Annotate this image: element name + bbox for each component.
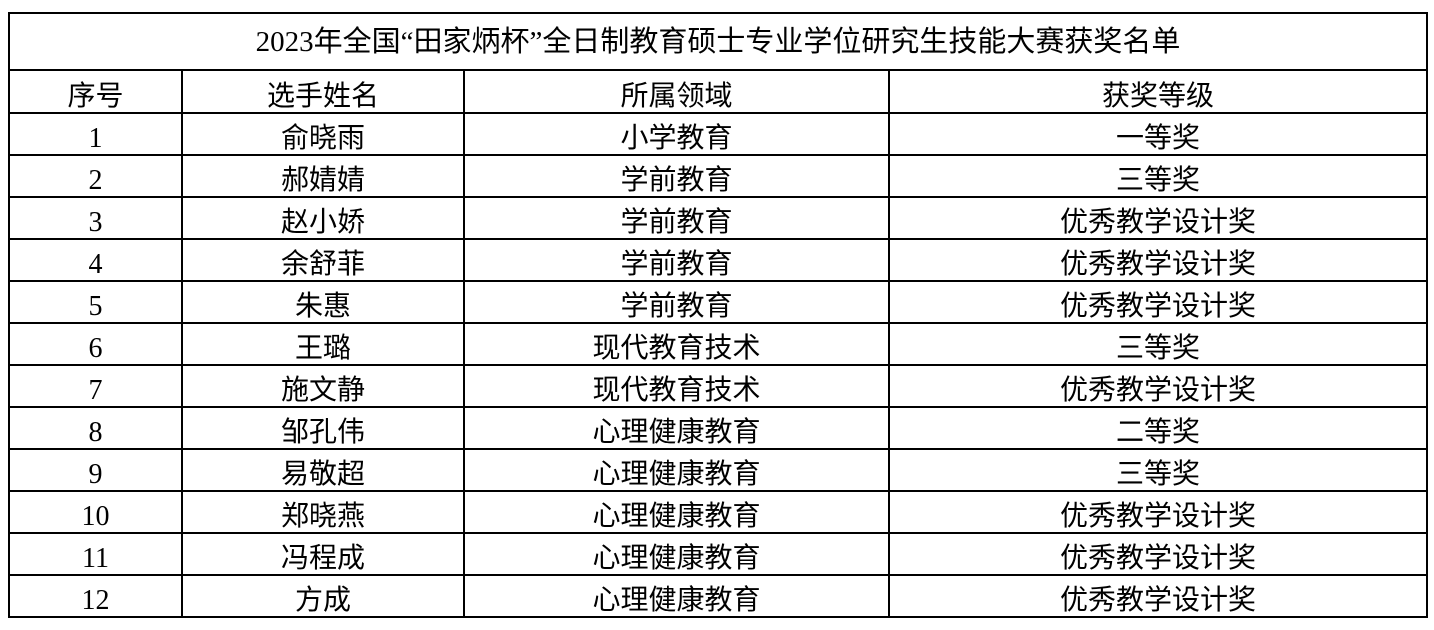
table-row: 9 易敬超 心理健康教育 三等奖 <box>8 448 1428 492</box>
cell-award: 一等奖 <box>888 112 1428 156</box>
award-list-table: 2023年全国“田家炳杯”全日制教育硕士专业学位研究生技能大赛获奖名单 序号 选… <box>8 12 1428 618</box>
cell-field: 学前教育 <box>463 238 890 282</box>
table-row: 4 余舒菲 学前教育 优秀教学设计奖 <box>8 238 1428 282</box>
table-row: 8 邹孔伟 心理健康教育 二等奖 <box>8 406 1428 450</box>
cell-index: 8 <box>8 406 183 450</box>
table-title: 2023年全国“田家炳杯”全日制教育硕士专业学位研究生技能大赛获奖名单 <box>8 12 1428 71</box>
table-row: 6 王璐 现代教育技术 三等奖 <box>8 322 1428 366</box>
cell-award: 优秀教学设计奖 <box>888 532 1428 576</box>
cell-name: 方成 <box>181 574 465 618</box>
cell-field: 学前教育 <box>463 154 890 198</box>
cell-award: 优秀教学设计奖 <box>888 196 1428 240</box>
cell-index: 10 <box>8 490 183 534</box>
cell-name: 郝婧婧 <box>181 154 465 198</box>
table-row: 10 郑晓燕 心理健康教育 优秀教学设计奖 <box>8 490 1428 534</box>
cell-name: 余舒菲 <box>181 238 465 282</box>
table-row: 5 朱惠 学前教育 优秀教学设计奖 <box>8 280 1428 324</box>
table-row: 3 赵小娇 学前教育 优秀教学设计奖 <box>8 196 1428 240</box>
table-row: 1 俞晓雨 小学教育 一等奖 <box>8 112 1428 156</box>
cell-index: 4 <box>8 238 183 282</box>
cell-field: 心理健康教育 <box>463 574 890 618</box>
cell-field: 学前教育 <box>463 280 890 324</box>
cell-field: 小学教育 <box>463 112 890 156</box>
table-row: 2 郝婧婧 学前教育 三等奖 <box>8 154 1428 198</box>
cell-award: 优秀教学设计奖 <box>888 364 1428 408</box>
cell-index: 11 <box>8 532 183 576</box>
cell-index: 7 <box>8 364 183 408</box>
cell-award: 三等奖 <box>888 448 1428 492</box>
cell-award: 三等奖 <box>888 154 1428 198</box>
cell-name: 易敬超 <box>181 448 465 492</box>
cell-index: 3 <box>8 196 183 240</box>
cell-index: 12 <box>8 574 183 618</box>
cell-award: 优秀教学设计奖 <box>888 490 1428 534</box>
cell-award: 三等奖 <box>888 322 1428 366</box>
cell-name: 赵小娇 <box>181 196 465 240</box>
cell-field: 心理健康教育 <box>463 532 890 576</box>
table-row: 11 冯程成 心理健康教育 优秀教学设计奖 <box>8 532 1428 576</box>
table-row: 12 方成 心理健康教育 优秀教学设计奖 <box>8 574 1428 618</box>
cell-field: 心理健康教育 <box>463 448 890 492</box>
cell-field: 现代教育技术 <box>463 364 890 408</box>
cell-award: 优秀教学设计奖 <box>888 280 1428 324</box>
table-row: 7 施文静 现代教育技术 优秀教学设计奖 <box>8 364 1428 408</box>
cell-name: 邹孔伟 <box>181 406 465 450</box>
header-field: 所属领域 <box>463 69 890 114</box>
cell-field: 现代教育技术 <box>463 322 890 366</box>
header-row: 序号 选手姓名 所属领域 获奖等级 <box>8 69 1428 114</box>
header-index: 序号 <box>8 69 183 114</box>
cell-name: 郑晓燕 <box>181 490 465 534</box>
cell-field: 心理健康教育 <box>463 406 890 450</box>
cell-field: 学前教育 <box>463 196 890 240</box>
cell-name: 施文静 <box>181 364 465 408</box>
header-name: 选手姓名 <box>181 69 465 114</box>
cell-index: 2 <box>8 154 183 198</box>
cell-index: 9 <box>8 448 183 492</box>
title-row: 2023年全国“田家炳杯”全日制教育硕士专业学位研究生技能大赛获奖名单 <box>8 12 1428 71</box>
cell-name: 王璐 <box>181 322 465 366</box>
cell-index: 5 <box>8 280 183 324</box>
cell-name: 俞晓雨 <box>181 112 465 156</box>
cell-award: 优秀教学设计奖 <box>888 574 1428 618</box>
cell-index: 1 <box>8 112 183 156</box>
header-award: 获奖等级 <box>888 69 1428 114</box>
cell-award: 优秀教学设计奖 <box>888 238 1428 282</box>
cell-name: 朱惠 <box>181 280 465 324</box>
cell-field: 心理健康教育 <box>463 490 890 534</box>
cell-index: 6 <box>8 322 183 366</box>
cell-name: 冯程成 <box>181 532 465 576</box>
cell-award: 二等奖 <box>888 406 1428 450</box>
